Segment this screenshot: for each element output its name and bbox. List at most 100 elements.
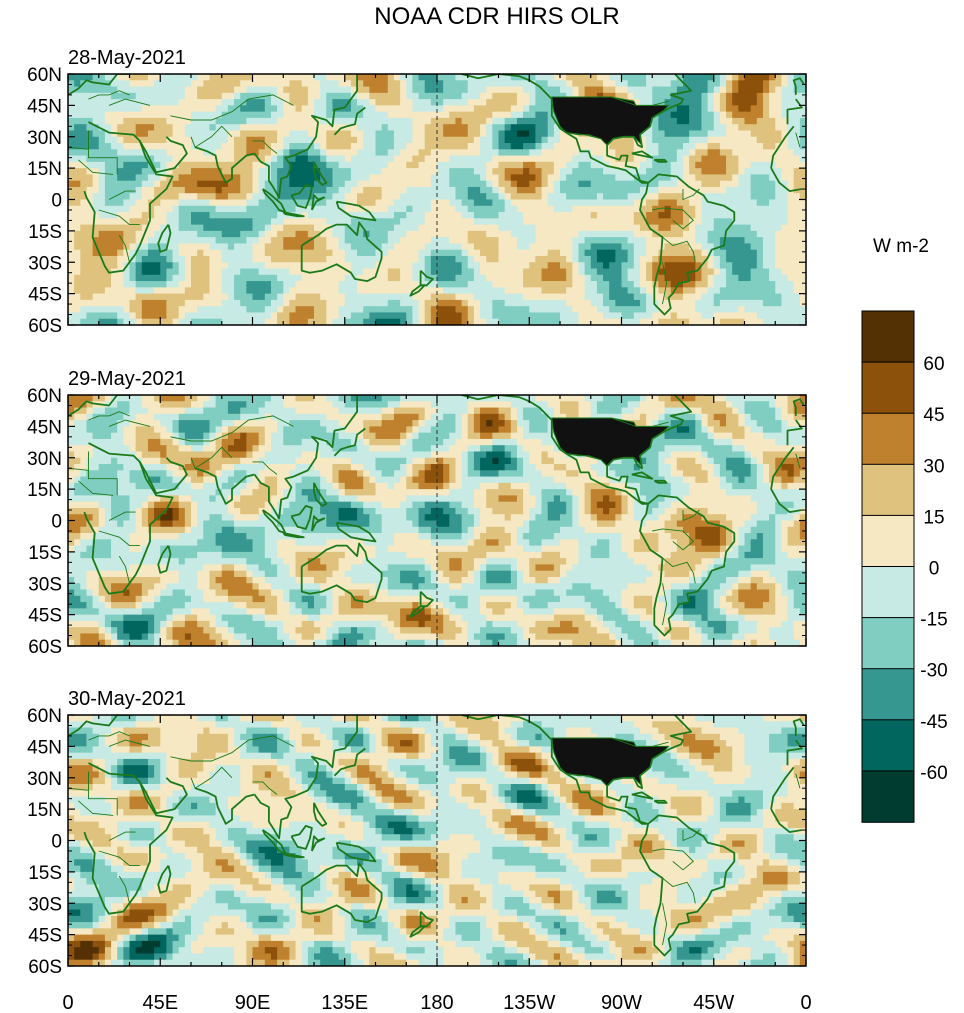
field-cell (184, 293, 192, 301)
field-cell (492, 168, 500, 176)
field-cell (566, 262, 573, 270)
field-cell (756, 249, 764, 257)
field-cell (277, 105, 284, 113)
field-cell (74, 243, 81, 251)
field-cell (92, 111, 100, 119)
field-cell (203, 299, 211, 307)
field-cell (252, 268, 260, 276)
field-cell (234, 395, 241, 402)
field-cell (418, 149, 426, 157)
field-cell (646, 86, 653, 94)
field-cell (338, 99, 346, 106)
field-cell (762, 230, 770, 238)
field-cell (762, 224, 770, 232)
field-cell (314, 99, 321, 106)
field-cell (406, 306, 413, 314)
field-cell (762, 306, 770, 314)
field-cell (178, 218, 186, 226)
field-cell (252, 92, 260, 100)
field-cell (732, 143, 739, 150)
field-cell (461, 161, 469, 169)
field-cell (726, 80, 733, 88)
field-cell (658, 224, 666, 232)
field-cell (467, 168, 475, 176)
field-cell (277, 230, 284, 238)
field-cell (775, 205, 782, 213)
field-cell (295, 306, 303, 314)
field-cell (707, 262, 715, 270)
field-cell (744, 218, 752, 226)
field-cell (326, 312, 334, 320)
field-cell (633, 143, 641, 150)
field-cell (449, 224, 457, 232)
field-cell (197, 230, 204, 238)
field-cell (689, 74, 696, 81)
field-cell (227, 136, 235, 144)
field-cell (240, 281, 247, 288)
field-cell (111, 218, 118, 226)
field-cell (86, 111, 94, 119)
field-cell (270, 218, 278, 226)
field-cell (160, 218, 167, 226)
field-cell (418, 274, 426, 282)
field-cell (744, 287, 752, 295)
field-cell (560, 80, 567, 88)
field-cell (633, 274, 641, 282)
field-cell (443, 306, 450, 314)
field-cell (596, 212, 604, 219)
field-cell (775, 99, 782, 106)
field-cell (363, 193, 370, 201)
field-cell (437, 218, 444, 226)
field-cell (277, 306, 284, 314)
field-cell (670, 155, 678, 163)
field-cell (726, 212, 733, 219)
field-cell (584, 268, 592, 276)
field-cell (418, 287, 426, 295)
field-cell (203, 124, 211, 132)
field-cell (147, 168, 155, 176)
field-cell (799, 205, 806, 213)
field-cell (627, 287, 635, 295)
field-cell (713, 155, 721, 163)
field-cell (240, 306, 247, 314)
field-cell (609, 186, 616, 194)
field-cell (111, 306, 118, 314)
field-cell (707, 312, 715, 320)
field-cell (430, 155, 438, 163)
field-cell (603, 155, 610, 163)
field-cell (123, 161, 131, 169)
field-cell (111, 293, 118, 301)
field-cell (596, 149, 604, 157)
coastline (792, 77, 805, 95)
field-cell (418, 205, 426, 213)
field-cell (246, 130, 254, 138)
field-cell (221, 111, 229, 119)
field-cell (781, 255, 789, 263)
lat-tick-label: 30S (28, 253, 62, 274)
field-cell (412, 274, 420, 282)
field-cell (424, 124, 432, 132)
field-cell (492, 130, 500, 138)
field-cell (713, 255, 721, 263)
field-cell (221, 218, 229, 226)
field-cell (762, 237, 770, 245)
field-cell (209, 249, 217, 257)
field-cell (769, 80, 776, 88)
field-cell (504, 237, 512, 245)
field-cell (412, 212, 420, 219)
field-cell (344, 274, 352, 282)
lat-tick-label: 45S (28, 285, 62, 306)
field-cell (98, 274, 106, 282)
field-cell (197, 168, 204, 176)
field-cell (535, 218, 543, 226)
field-cell (381, 199, 389, 207)
field-cell (98, 287, 106, 295)
field-cell (80, 180, 88, 188)
field-cell (467, 205, 475, 213)
field-cell (375, 249, 383, 257)
field-cell (584, 136, 592, 144)
field-cell (707, 193, 715, 201)
field-cell (160, 237, 167, 245)
field-cell (707, 205, 715, 213)
field-cell (676, 224, 684, 232)
